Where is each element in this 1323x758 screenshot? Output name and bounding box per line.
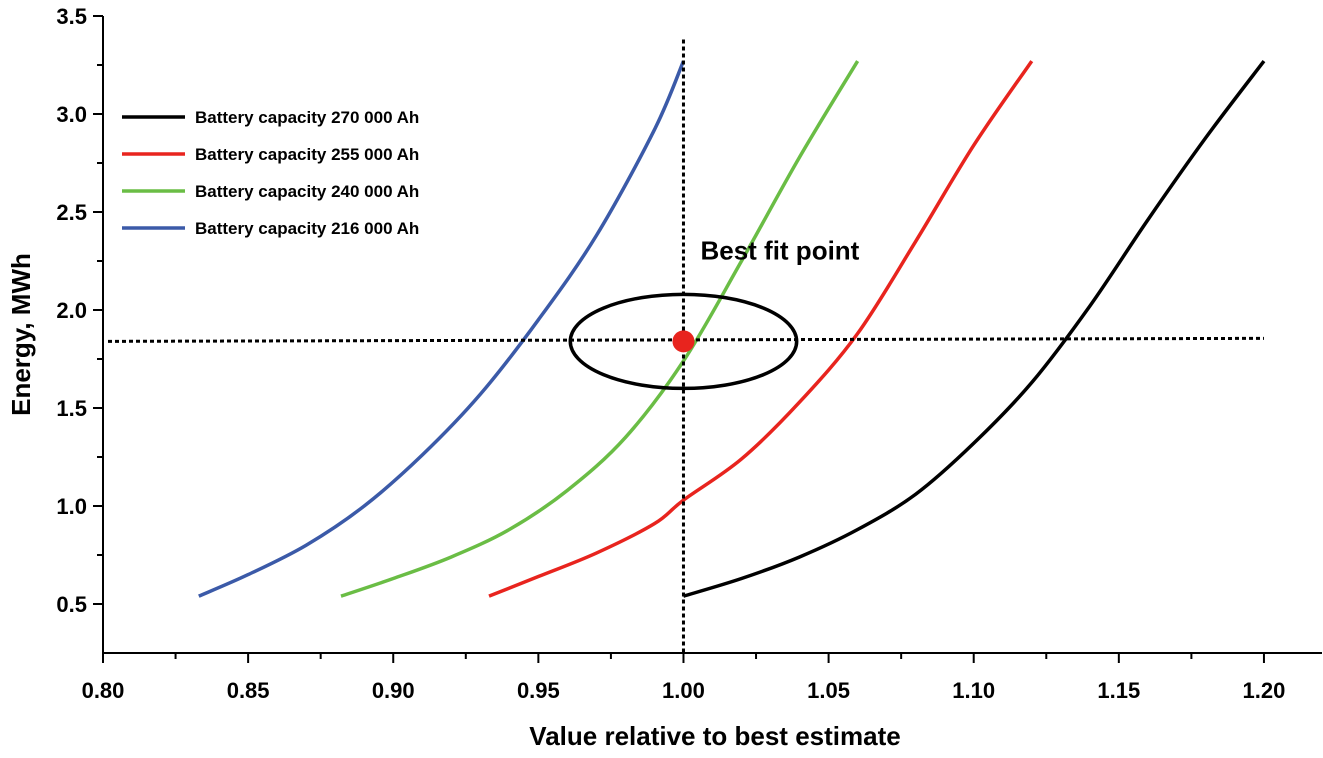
y-tick-label: 3.0 (56, 102, 87, 127)
x-tick-label: 1.15 (1097, 678, 1140, 703)
y-tick-label: 2.5 (56, 200, 87, 225)
legend-label-1: Battery capacity 255 000 Ah (195, 145, 419, 164)
best-fit-point-marker (672, 330, 695, 353)
x-tick-label: 1.10 (952, 678, 995, 703)
x-tick-label: 0.85 (227, 678, 270, 703)
series-line-1 (488, 60, 1034, 598)
x-tick-label: 1.05 (807, 678, 850, 703)
best-fit-label: Best fit point (700, 235, 859, 265)
x-tick-label: 1.20 (1243, 678, 1286, 703)
series-line-0 (682, 60, 1266, 598)
ticks: 0.80 0.85 0.90 0.95 1.00 1.05 1.10 1.15 1.20 0.5 1… (56, 4, 1285, 703)
legend: Battery capacity 270 000 Ah Battery capac… (122, 108, 419, 238)
x-tick-label: 0.95 (517, 678, 560, 703)
legend-label-0: Battery capacity 270 000 Ah (195, 108, 419, 127)
y-tick-label: 3.5 (56, 4, 87, 29)
y-axis-title: Energy, MWh (6, 253, 36, 416)
x-tick-label: 0.80 (82, 678, 125, 703)
series-line-2 (340, 60, 860, 598)
series-layer (198, 60, 1266, 598)
series-line-3 (198, 60, 686, 598)
confidence-ellipse (568, 292, 799, 391)
y-tick-label: 2.0 (56, 298, 87, 323)
y-tick-label: 1.5 (56, 396, 87, 421)
y-tick-label: 0.5 (56, 592, 87, 617)
y-tick-label: 1.0 (56, 494, 87, 519)
x-tick-label: 0.90 (372, 678, 415, 703)
legend-label-2: Battery capacity 240 000 Ah (195, 182, 419, 201)
x-axis-title: Value relative to best estimate (529, 721, 900, 751)
annotation-layer (107, 39, 1264, 653)
x-tick-label: 1.00 (662, 678, 705, 703)
legend-label-3: Battery capacity 216 000 Ah (195, 219, 419, 238)
